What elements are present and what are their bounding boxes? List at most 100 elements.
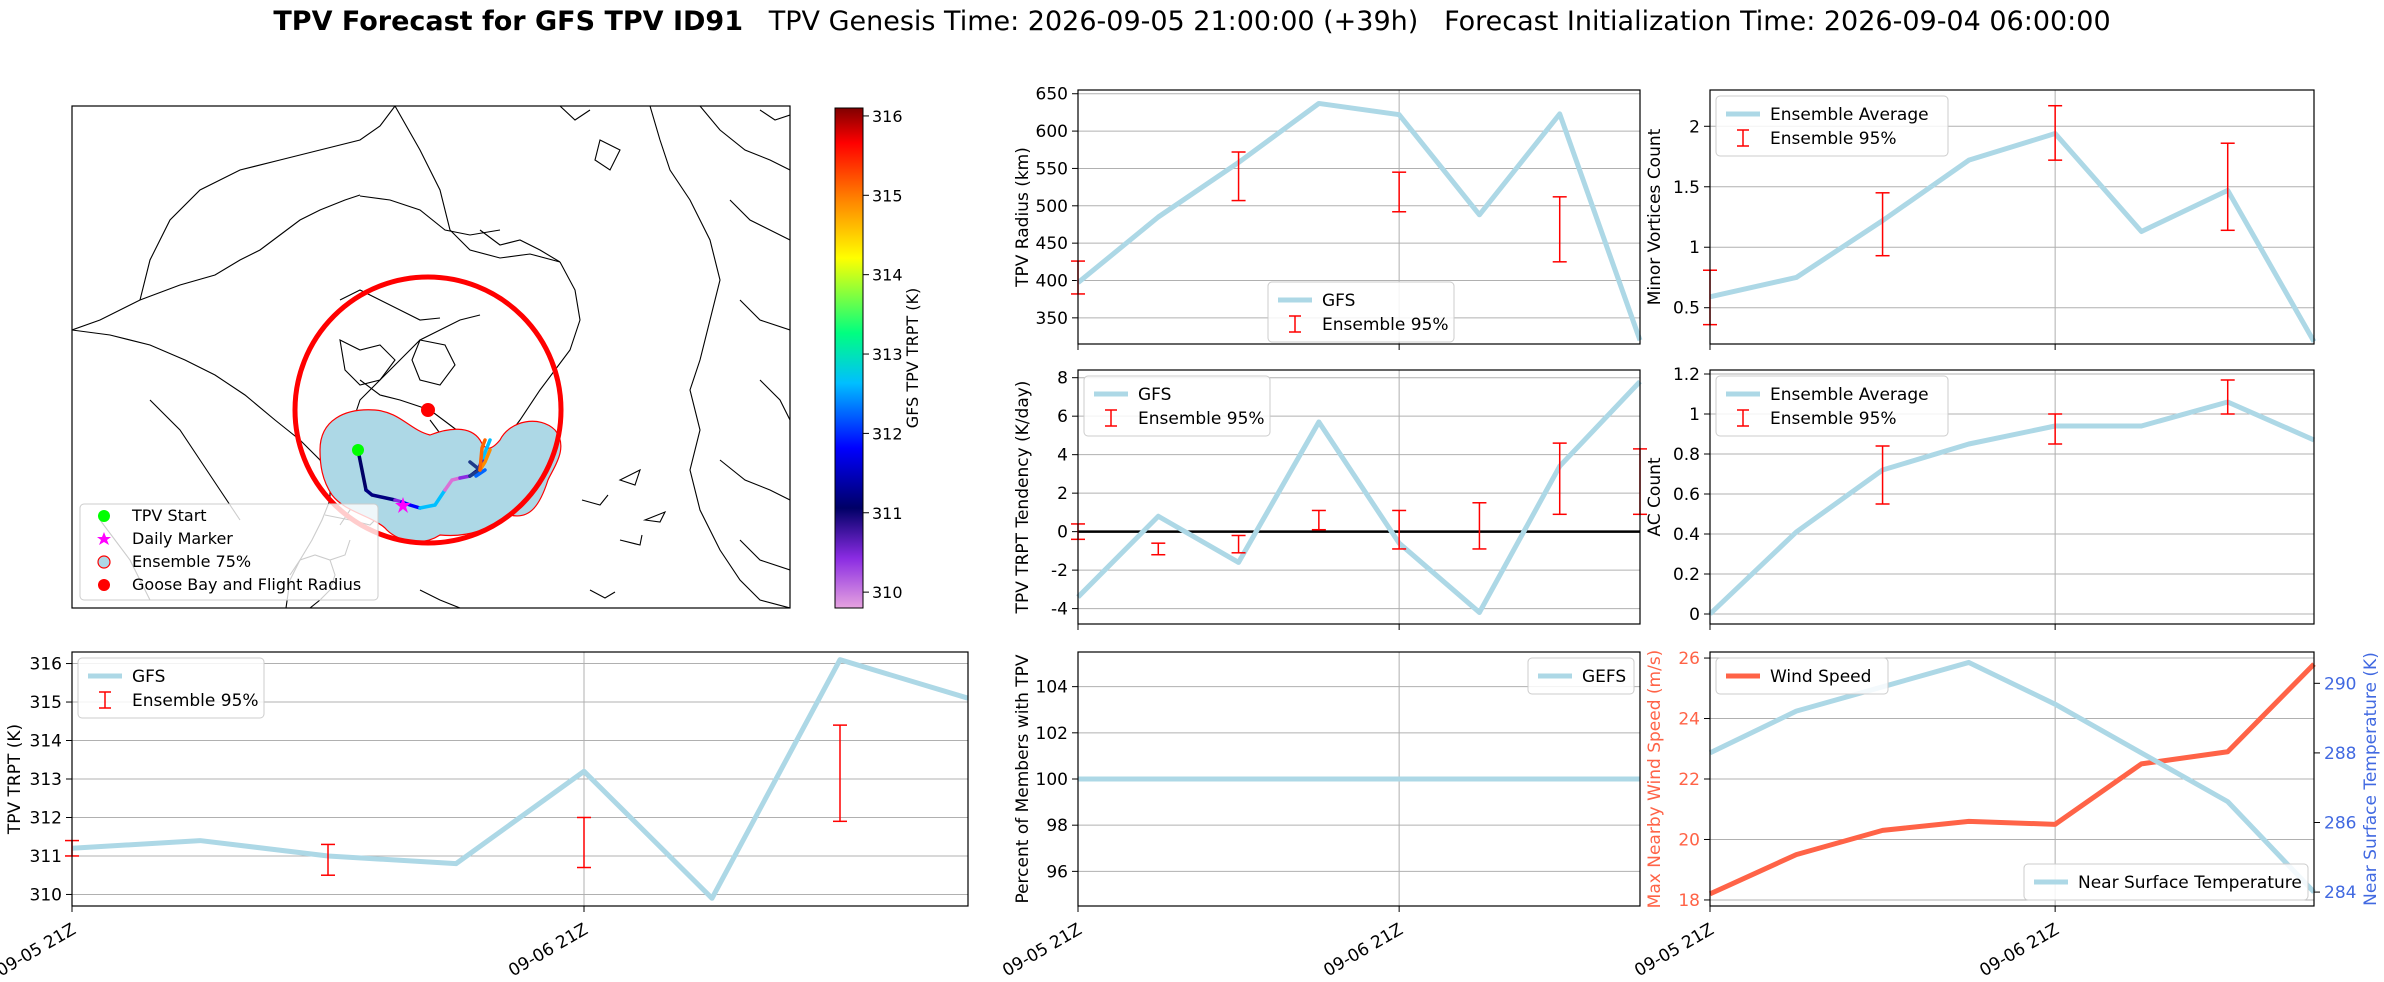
wind-ytick-label: 24 [1678,710,1700,730]
trpt-series-line-0 [71,657,969,901]
colorbar-tick-label: 313 [872,345,903,364]
trpt-ytick-label: 313 [30,770,62,790]
tendency-ytick-label: 4 [1057,446,1068,466]
wind-ytick-right-label: 288 [2324,744,2356,764]
trpt-ytick-label: 315 [30,693,62,713]
ac-count-panel: 0 0.2 0.4 0.6 0.8 1 1.2 AC Count Ensemble Averag… [1645,365,2316,630]
wind-ylabel: Max Nearby Wind Speed (m/s) [1645,650,1665,909]
radius-ytick-label: 550 [1036,159,1068,179]
radius-ytick-label: 650 [1036,85,1068,105]
minor-ytick-label: 1.5 [1673,178,1700,198]
minor-vortices-panel: 0.5 1 1.5 2 Minor Vortices Count Ensemble Ave… [1645,89,2317,350]
radius-legend-label: Ensemble 95% [1322,315,1449,335]
tendency-frame [1077,369,1641,625]
radius-ytick-label: 450 [1036,234,1068,254]
trpt-ytick-label: 312 [30,808,62,828]
ac-legend-label: Ensemble Average [1770,385,1929,405]
map-panel: TPV Start Daily Marker Ensemble 75% Goos… [71,105,922,609]
trpt-ytick-label: 314 [30,732,62,752]
minor-series-line-0 [1709,131,2317,343]
colorbar-tick-label: 314 [872,266,903,285]
wind-ytick-label: 18 [1678,891,1700,911]
radius-ytick-label: 400 [1036,272,1068,292]
trpt-legend-box [77,657,265,719]
figure-title-init: Forecast Initialization Time: 2026-09-04… [1444,6,2111,37]
minor-ytick-label: 1 [1689,238,1700,258]
ac-series-line-0 [1708,399,2316,616]
minor-legend-label: Ensemble Average [1770,105,1929,125]
wind-legend-box [1715,657,1889,695]
legend-ensemble-icon [97,555,111,569]
map-legend: TPV Start Daily Marker Ensemble 75% Goos… [79,503,379,601]
wind-xtick-label: 09-05 21Z [1631,920,1717,981]
wind-temperature-panel: 18 20 22 24 26 09-05 21Z 09-06 21Z Max Nearby W… [1631,649,2381,981]
tendency-legend-label: GFS [1138,385,1171,405]
ac-frame [1709,369,2315,625]
minor-legend-box [1715,95,1949,157]
minor-legend-label: Ensemble 95% [1770,129,1897,149]
percent-ytick-label: 104 [1036,678,1068,698]
map-legend-daily: Daily Marker [132,529,233,548]
percent-xtick-label: 09-06 21Z [1320,920,1406,981]
trpt-ytick-label: 316 [30,655,62,675]
colorbar-tick-label: 315 [872,186,903,205]
wind-ytick-label: 26 [1678,649,1700,669]
tendency-legend-box [1083,375,1271,437]
wind-legend-box [2023,863,2309,901]
map-legend-ensemble: Ensemble 75% [132,552,251,571]
radius-series-line-0 [1076,100,1643,342]
tendency-ytick-label: 6 [1057,407,1068,427]
ac-legend-box [1715,375,1949,437]
percent-ytick-label: 100 [1036,770,1068,790]
trpt-legend-label: GFS [132,667,165,687]
minor-ylabel: Minor Vortices Count [1645,128,1665,305]
wind-series-line-1 [1708,659,2316,894]
goose-bay-flight-radius [292,274,564,546]
radius-ytick-label: 600 [1036,122,1068,142]
percent-members-panel: 96 98 100 102 104 09-05 21Z 09-06 21Z Percent o… [999,651,1641,981]
radius-panel: 350 400 450 500 550 600 650 TPV Radius (km) GFS E… [1013,85,1643,350]
map-legend-goose: Goose Bay and Flight Radius [132,575,361,594]
wind-xtick-label: 09-06 21Z [1976,920,2062,981]
percent-ylabel: Percent of Members with TPV [1013,654,1033,903]
radius-frame [1077,89,1641,345]
percent-xtick-label: 09-05 21Z [999,920,1085,981]
ac-legend-label: Ensemble 95% [1770,409,1897,429]
ac-ytick-label: 0.8 [1673,445,1700,465]
trpt-xtick-label: 09-05 21Z [0,920,80,981]
figure-title-bold: TPV Forecast for GFS TPV ID91 [273,6,743,37]
minor-ytick-label: 2 [1689,117,1700,137]
percent-ytick-label: 98 [1046,816,1068,836]
map-legend-start: TPV Start [131,506,207,525]
ac-ytick-label: 1.2 [1673,365,1700,385]
trpt-legend-label: Ensemble 95% [132,691,259,711]
ac-ytick-label: 0.6 [1673,485,1700,505]
tendency-ytick-label: -2 [1051,561,1068,581]
ac-ytick-label: 1 [1689,405,1700,425]
ac-ylabel: AC Count [1645,457,1665,536]
legend-goose-icon [98,579,110,591]
figure-title-genesis: TPV Genesis Time: 2026-09-05 21:00:00 (+… [768,6,1419,37]
ac-ytick-label: 0.4 [1673,525,1700,545]
trpt-ytick-label: 310 [30,885,62,905]
radius-ylabel: TPV Radius (km) [1013,147,1033,288]
percent-ytick-label: 96 [1046,862,1068,882]
wind-ylabel-right: Near Surface Temperature (K) [2361,652,2381,906]
wind-ytick-right-label: 284 [2324,883,2356,903]
radius-legend-label: GFS [1322,291,1355,311]
legend-star-icon [97,532,111,545]
radius-legend-box [1267,281,1455,343]
trpt-frame [71,651,969,907]
colorbar-label: GFS TPV TRPT (K) [903,288,922,428]
tendency-ylabel: TPV TRPT Tendency (K/day) [1013,381,1033,615]
percent-frame [1077,651,1641,907]
wind-legend-label: Near Surface Temperature [2078,873,2302,893]
percent-legend-box [1527,657,1635,695]
trpt-panel: 310 311 312 313 314 315 316 09-05 21Z 09-06 21Z T… [0,651,969,981]
percent-ytick-label: 102 [1036,724,1068,744]
tendency-ytick-label: 2 [1057,484,1068,504]
wind-legend-label: Wind Speed [1770,667,1871,687]
wind-ytick-right-label: 290 [2324,674,2356,694]
tpv-start-marker [352,444,364,456]
wind-ytick-right-label: 286 [2324,813,2356,833]
